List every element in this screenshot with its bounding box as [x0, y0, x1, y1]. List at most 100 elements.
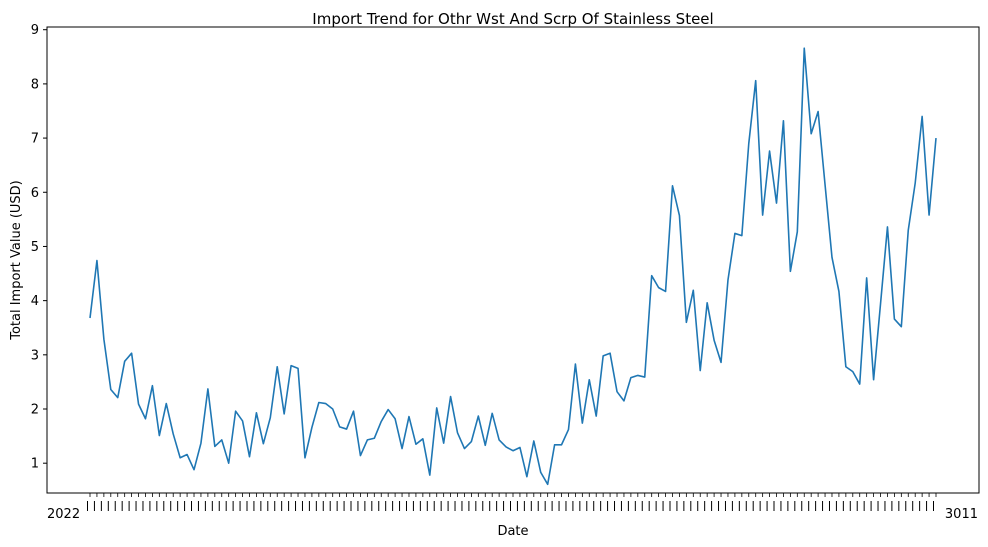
y-tick-label: 8 — [31, 77, 39, 92]
data-point — [422, 438, 424, 440]
data-point — [387, 409, 389, 411]
data-point — [886, 226, 888, 228]
data-point — [845, 366, 847, 368]
data-point — [852, 371, 854, 373]
data-point — [928, 214, 930, 216]
y-axis-title: Total Import Value (USD) — [9, 180, 24, 341]
data-point — [276, 366, 278, 368]
data-point — [318, 402, 320, 404]
data-point — [630, 377, 632, 379]
data-point — [304, 457, 306, 459]
data-point — [124, 360, 126, 362]
data-point — [443, 442, 445, 444]
data-point — [325, 403, 327, 405]
data-point — [935, 137, 937, 139]
data-point — [692, 289, 694, 291]
y-axis: 1 2 3 4 5 6 7 8 9 — [31, 23, 47, 472]
data-point — [131, 352, 133, 354]
data-point — [678, 215, 680, 217]
data-point — [755, 80, 757, 82]
data-point — [658, 287, 660, 289]
data-point — [866, 277, 868, 279]
data-point — [346, 428, 348, 430]
data-point — [824, 184, 826, 186]
data-point — [311, 426, 313, 428]
data-point — [138, 403, 140, 405]
data-point — [401, 448, 403, 450]
data-point — [262, 443, 264, 445]
data-point — [89, 317, 91, 319]
data-point — [470, 441, 472, 443]
data-point — [734, 232, 736, 234]
data-point — [248, 456, 250, 458]
data-point — [110, 389, 112, 391]
x-tick-label-last: 3011 — [945, 507, 978, 522]
data-point — [332, 408, 334, 410]
y-tick-label: 7 — [31, 132, 39, 147]
data-point — [450, 396, 452, 398]
data-point — [117, 397, 119, 399]
y-tick-label: 5 — [31, 240, 39, 255]
data-point — [561, 444, 563, 446]
data-point — [373, 437, 375, 439]
data-point — [789, 270, 791, 272]
data-point — [782, 120, 784, 122]
data-point — [574, 363, 576, 365]
data-point — [602, 355, 604, 357]
data-point — [339, 426, 341, 428]
y-tick-label: 2 — [31, 403, 39, 418]
data-point — [623, 400, 625, 402]
data-point — [429, 474, 431, 476]
data-point — [706, 302, 708, 304]
data-point — [366, 439, 368, 441]
data-point — [567, 429, 569, 431]
data-point — [547, 483, 549, 485]
data-point — [900, 326, 902, 328]
data-point — [484, 444, 486, 446]
data-point — [644, 376, 646, 378]
data-point — [228, 462, 230, 464]
data-point — [193, 469, 195, 471]
data-point — [720, 361, 722, 363]
data-point — [907, 229, 909, 231]
plot-frame — [46, 26, 980, 494]
y-tick-label: 9 — [31, 23, 39, 38]
data-point — [242, 420, 244, 422]
data-point — [103, 338, 105, 340]
data-point — [796, 231, 798, 233]
data-point — [235, 410, 237, 412]
data-point — [776, 202, 778, 204]
y-tick-label: 4 — [31, 294, 39, 309]
data-point — [172, 433, 174, 435]
data-point — [533, 440, 535, 442]
data-point — [665, 290, 667, 292]
data-point — [637, 374, 639, 376]
data-point — [380, 420, 382, 422]
data-point — [290, 365, 292, 367]
data-point — [359, 455, 361, 457]
data-point — [415, 443, 417, 445]
data-point — [873, 379, 875, 381]
series-layer — [89, 47, 937, 486]
x-tick-label-first: 2022 — [47, 507, 80, 522]
data-point — [283, 413, 285, 415]
data-point — [651, 275, 653, 277]
data-point — [463, 448, 465, 450]
x-axis-title: Date — [497, 524, 528, 539]
data-point — [512, 450, 514, 452]
data-point — [685, 321, 687, 323]
data-point — [498, 439, 500, 441]
data-point — [151, 385, 153, 387]
data-point — [554, 444, 556, 446]
data-point — [436, 407, 438, 409]
data-point — [457, 432, 459, 434]
data-point — [741, 235, 743, 237]
series-line — [89, 47, 937, 486]
data-point — [477, 415, 479, 417]
data-point — [748, 143, 750, 145]
data-point — [179, 457, 181, 459]
data-point — [713, 339, 715, 341]
data-point — [609, 352, 611, 354]
data-point — [914, 182, 916, 184]
